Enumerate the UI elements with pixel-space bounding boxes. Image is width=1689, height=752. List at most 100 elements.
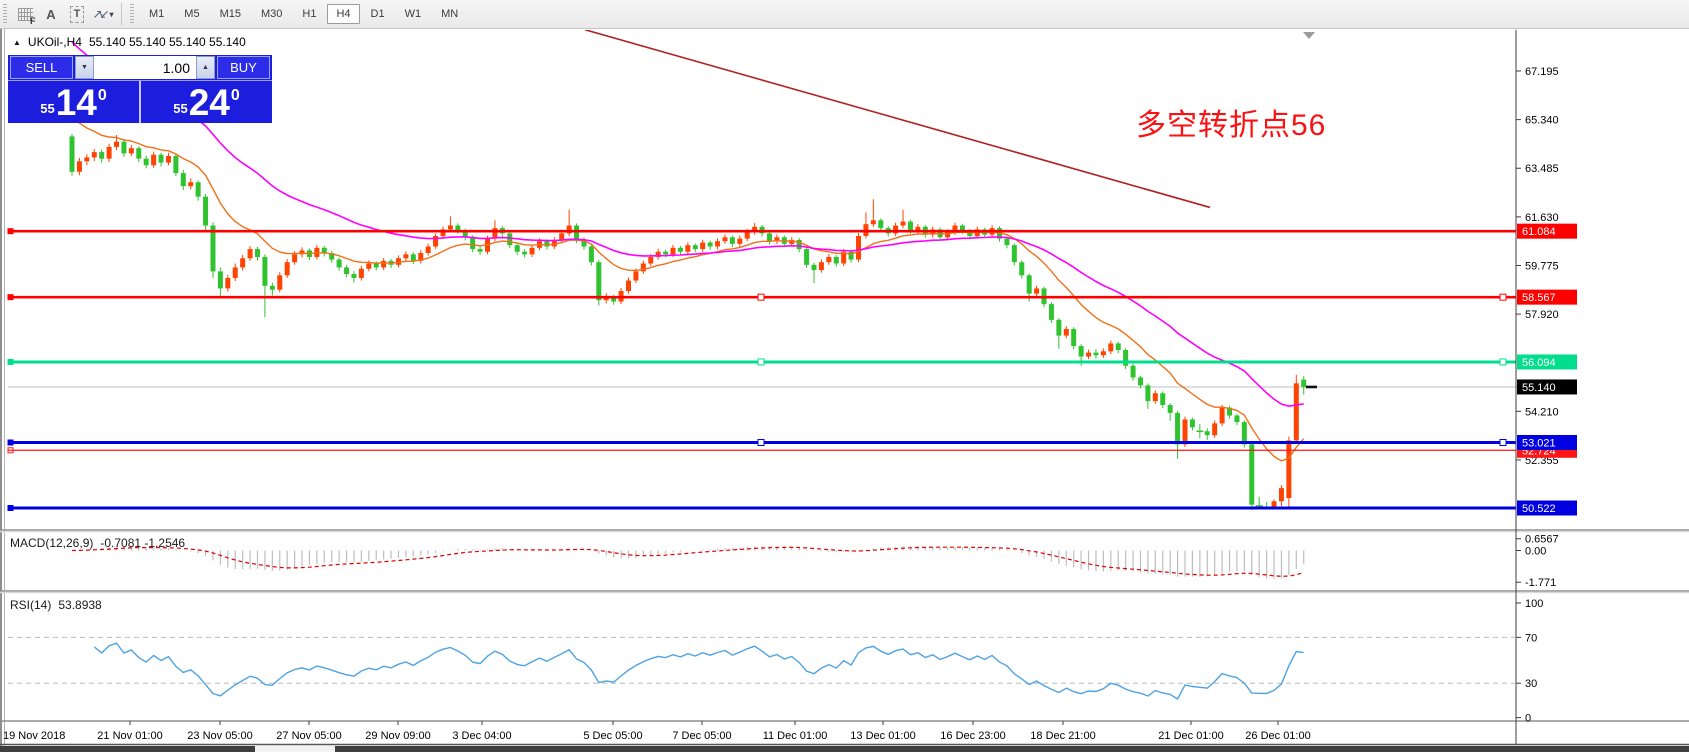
- svg-text:50.522: 50.522: [1522, 503, 1556, 515]
- time-tick-label: 18 Dec 21:00: [1030, 730, 1095, 742]
- time-tick-label: 27 Nov 05:00: [276, 730, 341, 742]
- bottom-window-strip: [0, 746, 1689, 752]
- arrows-tool-icon[interactable]: ↗↙ ▾: [92, 7, 114, 21]
- hline-53.021[interactable]: [7, 439, 1516, 447]
- chart-shift-marker[interactable]: [1303, 32, 1315, 39]
- ask-price-pip: 0: [230, 87, 240, 104]
- svg-text:61.084: 61.084: [1522, 226, 1556, 238]
- top-toolbar: F A T ↗↙ ▾ M1 M5 M15 M30 H1 H4 D1 W1 MN: [0, 0, 1689, 29]
- hline-50.522[interactable]: [7, 504, 1516, 511]
- price-tick-label: 65.340: [1525, 115, 1559, 127]
- time-tick-label: 21 Dec 01:00: [1158, 730, 1223, 742]
- macd-tick-label: 0.00: [1525, 546, 1546, 558]
- price-label-55.140: 55.140: [1517, 379, 1577, 395]
- time-tick-label: 23 Nov 05:00: [187, 730, 252, 742]
- price-label-53.021: 53.021: [1517, 435, 1577, 451]
- toolbar-separator: [121, 3, 122, 25]
- toolbar-drag-handle-2[interactable]: [130, 4, 134, 24]
- svg-text:55.140: 55.140: [1522, 382, 1556, 394]
- volume-increase-button[interactable]: ▲: [196, 56, 215, 79]
- symbol-period: UKOil-,H4: [27, 35, 82, 49]
- bid-price-prefix: 55: [40, 101, 55, 116]
- time-tick-label: 21 Nov 01:00: [97, 730, 162, 742]
- time-tick-label: 13 Dec 01:00: [850, 730, 915, 742]
- price-tick-label: 67.195: [1525, 66, 1559, 78]
- time-tick-label: 5 Dec 05:00: [583, 730, 642, 742]
- text-label-tool-icon[interactable]: A: [46, 6, 56, 22]
- rsi-tick-label: 30: [1525, 678, 1537, 690]
- time-tick-label: 29 Nov 09:00: [365, 730, 430, 742]
- timeframe-button-group: M1 M5 M15 M30 H1 H4 D1 W1 MN: [139, 4, 468, 24]
- svg-text:56.094: 56.094: [1522, 357, 1556, 369]
- chart-title: ▲ UKOil-,H4 55.140 55.140 55.140 55.140: [13, 35, 246, 49]
- timeframe-button-w1[interactable]: W1: [404, 8, 422, 20]
- window-left-border: [0, 29, 2, 752]
- macd-signal-line: [71, 546, 1304, 577]
- ask-price-prefix: 55: [173, 101, 188, 116]
- time-tick-label: 11 Dec 01:00: [763, 730, 828, 742]
- time-tick-label: 19 Nov 2018: [3, 730, 65, 742]
- volume-input[interactable]: [94, 56, 196, 79]
- line-handle[interactable]: [757, 293, 765, 301]
- timeframe-button-m30[interactable]: M30: [260, 8, 283, 20]
- price-label-56.094: 56.094: [1517, 354, 1577, 370]
- price-tick-label: 57.920: [1525, 309, 1559, 321]
- line-handle[interactable]: [1499, 358, 1507, 366]
- line-handle[interactable]: [1499, 439, 1507, 447]
- chart-grid-template-icon[interactable]: F: [13, 3, 37, 26]
- descending-trendline[interactable]: [584, 30, 1211, 209]
- ma-slow-line: [71, 41, 1304, 408]
- timeframe-button-h4[interactable]: H4: [327, 4, 360, 24]
- timeframe-button-d1[interactable]: D1: [370, 8, 385, 20]
- hline-58.567[interactable]: [7, 293, 1516, 301]
- rsi-tick-label: 100: [1525, 598, 1543, 610]
- chevron-down-icon: ▾: [109, 9, 114, 19]
- volume-decrease-button[interactable]: ▼: [75, 56, 94, 79]
- grid-icon: F: [17, 7, 36, 26]
- sell-button[interactable]: SELL: [10, 56, 73, 79]
- one-click-trading-panel: SELL ▼ ▲ BUY 55 14 0 55 24 0: [8, 55, 272, 123]
- line-handle[interactable]: [757, 439, 765, 447]
- time-tick-label: 26 Dec 01:00: [1245, 730, 1310, 742]
- macd-tick-label: 0.6567: [1525, 534, 1559, 546]
- time-axis[interactable]: 19 Nov 2018 21 Nov 01:00 23 Nov 05:00 27 No…: [3, 721, 1311, 742]
- hline-56.094[interactable]: [7, 358, 1516, 366]
- ma-fast-line: [71, 116, 1305, 462]
- price-tick-label: 59.775: [1525, 260, 1559, 272]
- macd-panel: [71, 546, 1305, 580]
- toolbar-drag-handle[interactable]: [3, 4, 7, 24]
- timeframe-button-m15[interactable]: M15: [219, 8, 241, 20]
- price-tick-label: 61.630: [1525, 212, 1559, 224]
- hline-52.724[interactable]: [7, 447, 1516, 454]
- macd-tick-label: -1.771: [1525, 577, 1556, 589]
- rsi-line: [93, 642, 1304, 700]
- buy-button[interactable]: BUY: [217, 56, 270, 79]
- text-box-tool-icon[interactable]: T: [65, 3, 89, 26]
- ask-price-button[interactable]: 55 24 0: [139, 81, 272, 123]
- price-axis[interactable]: 67.195 65.340 63.485 61.630 59.775 57.920 54.2…: [1516, 66, 1559, 467]
- price-tick-label: 63.485: [1525, 163, 1559, 175]
- timeframe-button-h1[interactable]: H1: [302, 8, 317, 20]
- bottom-strip-thumb[interactable]: [255, 746, 335, 752]
- hline-61.084[interactable]: [7, 228, 1516, 235]
- macd-indicator-label: MACD(12,26,9) -0.7081 -1.2546: [10, 536, 186, 550]
- price-label-50.522: 50.522: [1517, 500, 1577, 516]
- collapse-panel-icon[interactable]: ▲: [13, 37, 21, 47]
- rsi-indicator-label: RSI(14) 53.8938: [10, 598, 102, 612]
- price-label-61.084: 61.084: [1517, 223, 1577, 239]
- line-handle[interactable]: [1499, 293, 1507, 301]
- ohlc-readout: 55.140 55.140 55.140 55.140: [88, 35, 246, 49]
- annotation-text: 多空转折点56: [1136, 109, 1327, 142]
- time-tick-label: 3 Dec 04:00: [452, 730, 511, 742]
- moving-averages: [71, 41, 1305, 462]
- bid-price-button[interactable]: 55 14 0: [8, 81, 139, 123]
- rsi-tick-label: 0: [1525, 713, 1531, 725]
- line-handle[interactable]: [757, 358, 765, 366]
- timeframe-button-mn[interactable]: MN: [441, 8, 459, 20]
- price-tick-label: 52.355: [1525, 455, 1559, 467]
- timeframe-button-m5[interactable]: M5: [184, 8, 200, 20]
- price-label-58.567: 58.567: [1517, 289, 1577, 305]
- svg-text:58.567: 58.567: [1522, 292, 1556, 304]
- timeframe-button-m1[interactable]: M1: [149, 8, 165, 20]
